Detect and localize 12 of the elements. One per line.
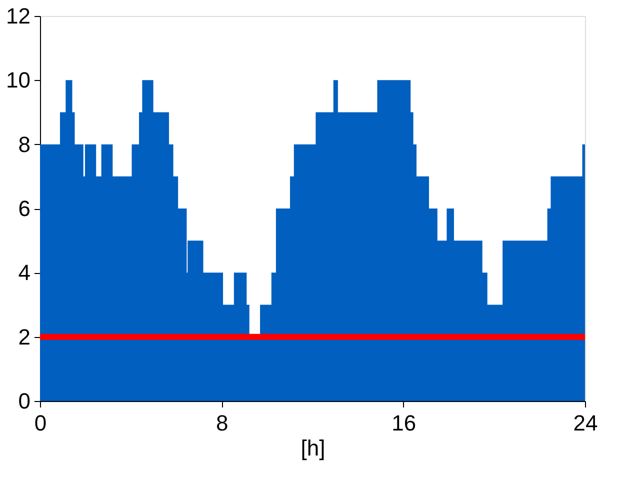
x-tick-label: 16 bbox=[392, 410, 416, 436]
x-tick-label: 0 bbox=[34, 410, 47, 436]
y-tick-label: 10 bbox=[6, 68, 30, 93]
y-tick-label: 8 bbox=[18, 132, 30, 157]
y-tick-label: 2 bbox=[18, 324, 30, 350]
x-tick-label: 24 bbox=[573, 410, 598, 436]
y-tick-label: 0 bbox=[18, 388, 30, 414]
x-axis-title: [h] bbox=[300, 436, 326, 460]
x-tick-label: 8 bbox=[216, 410, 228, 436]
y-tick-label: 4 bbox=[18, 260, 30, 286]
y-tick-label: 6 bbox=[18, 196, 30, 221]
y-tick-label: 12 bbox=[6, 4, 30, 28]
